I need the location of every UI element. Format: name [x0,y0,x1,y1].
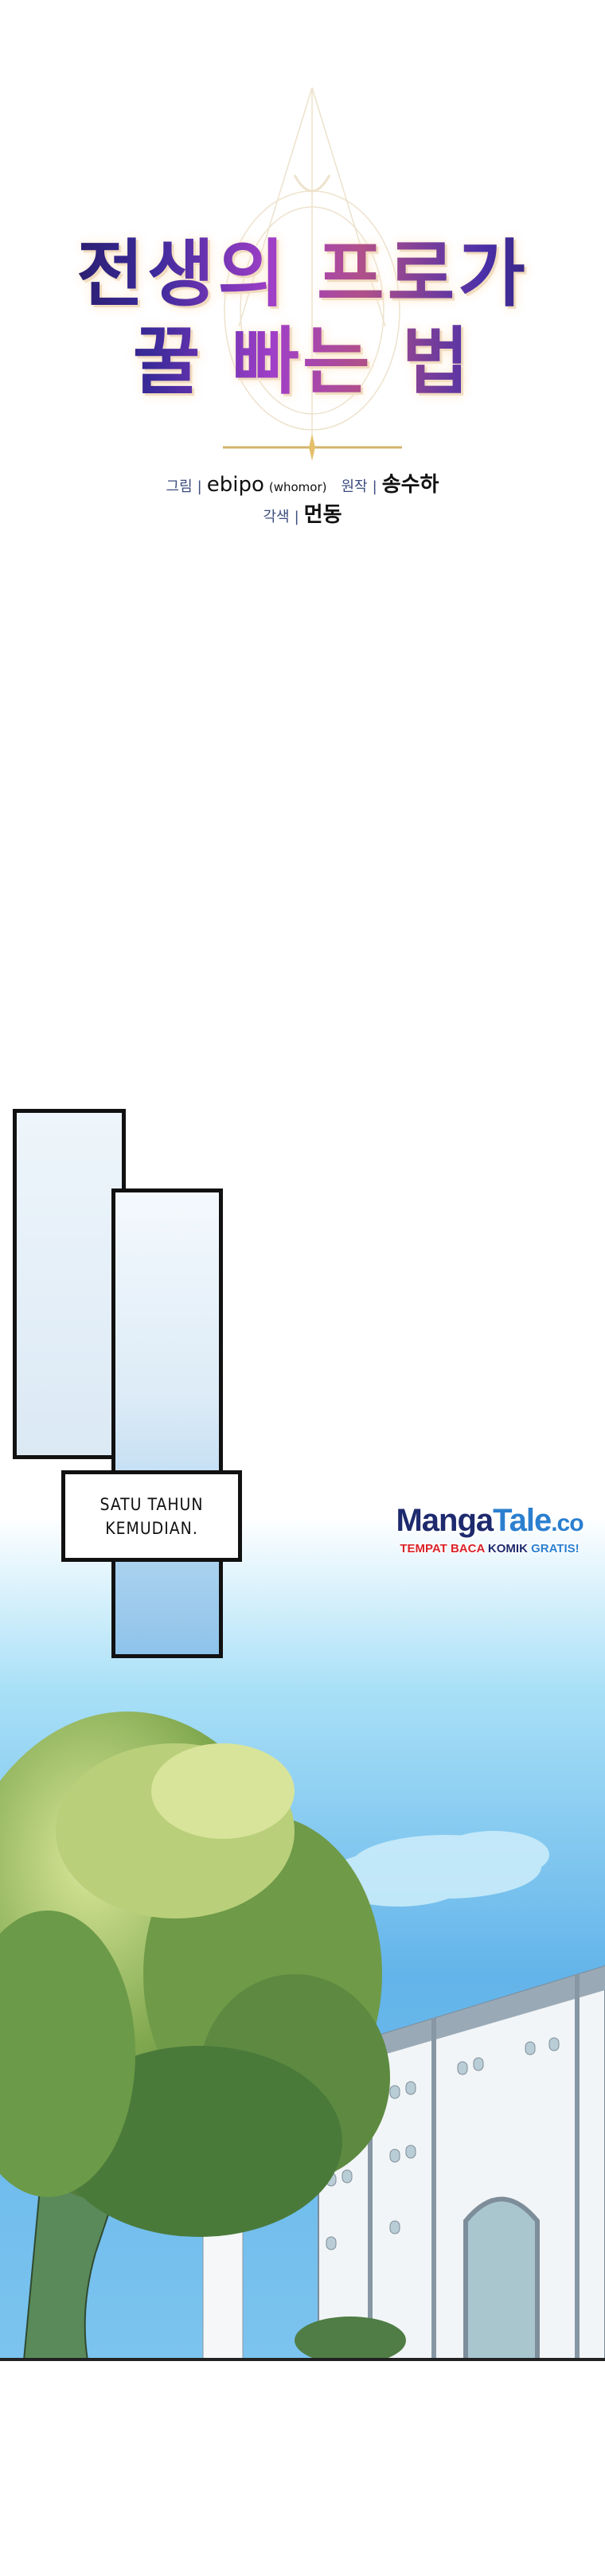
adapt-name: 먼동 [303,503,342,527]
tagline-part-3: GRATIS! [531,1542,580,1555]
separator: | [294,509,299,525]
art-name: ebipo [206,473,264,497]
building [202,1965,605,2360]
title-ornament [223,87,402,461]
caption-line-1: SATU TAHUN [100,1494,204,1514]
watermark-brand: MangaTale.co [377,1503,602,1541]
panel-border [0,2358,605,2361]
comic-panel-2 [111,1188,223,1658]
story-name: 송수하 [381,473,439,497]
caption-line-2: KEMUDIAN. [105,1518,198,1538]
brand-part-manga: Manga [396,1503,494,1538]
separator: | [197,478,202,495]
credits-row-2: 각색 | 먼동 [0,500,605,530]
title-line-2: 꿀 빠는 법 [0,302,605,408]
credits-row-1: 그림 | ebipo (whomor) 원작 | 송수하 [0,470,605,500]
watermark-tagline: TEMPAT BACA KOMIK GRATIS! [377,1541,602,1557]
credits: 그림 | ebipo (whomor) 원작 | 송수하 각색 | 먼동 [0,470,605,530]
adapt-label: 각색 [263,509,290,525]
story-label: 원작 [341,478,368,495]
title-line-1: 전생의 프로가 [0,215,605,321]
tagline-part-1: TEMPAT BACA [400,1542,488,1555]
separator: | [372,478,377,495]
art-alias: (whomor) [268,480,327,494]
series-title-logo: 전생의 프로가 꿀 빠는 법 [0,64,605,462]
tree [0,1711,406,2360]
narration-caption-box: SATU TAHUN KEMUDIAN. [61,1470,242,1562]
watermark-logo: MangaTale.co TEMPAT BACA KOMIK GRATIS! [377,1503,602,1567]
brand-part-tale: Tale [493,1503,552,1538]
tagline-part-2: KOMIK [487,1542,532,1555]
brand-part-domain: .co [551,1510,584,1536]
art-label: 그림 [166,478,193,495]
comic-panel-1 [13,1109,126,1459]
